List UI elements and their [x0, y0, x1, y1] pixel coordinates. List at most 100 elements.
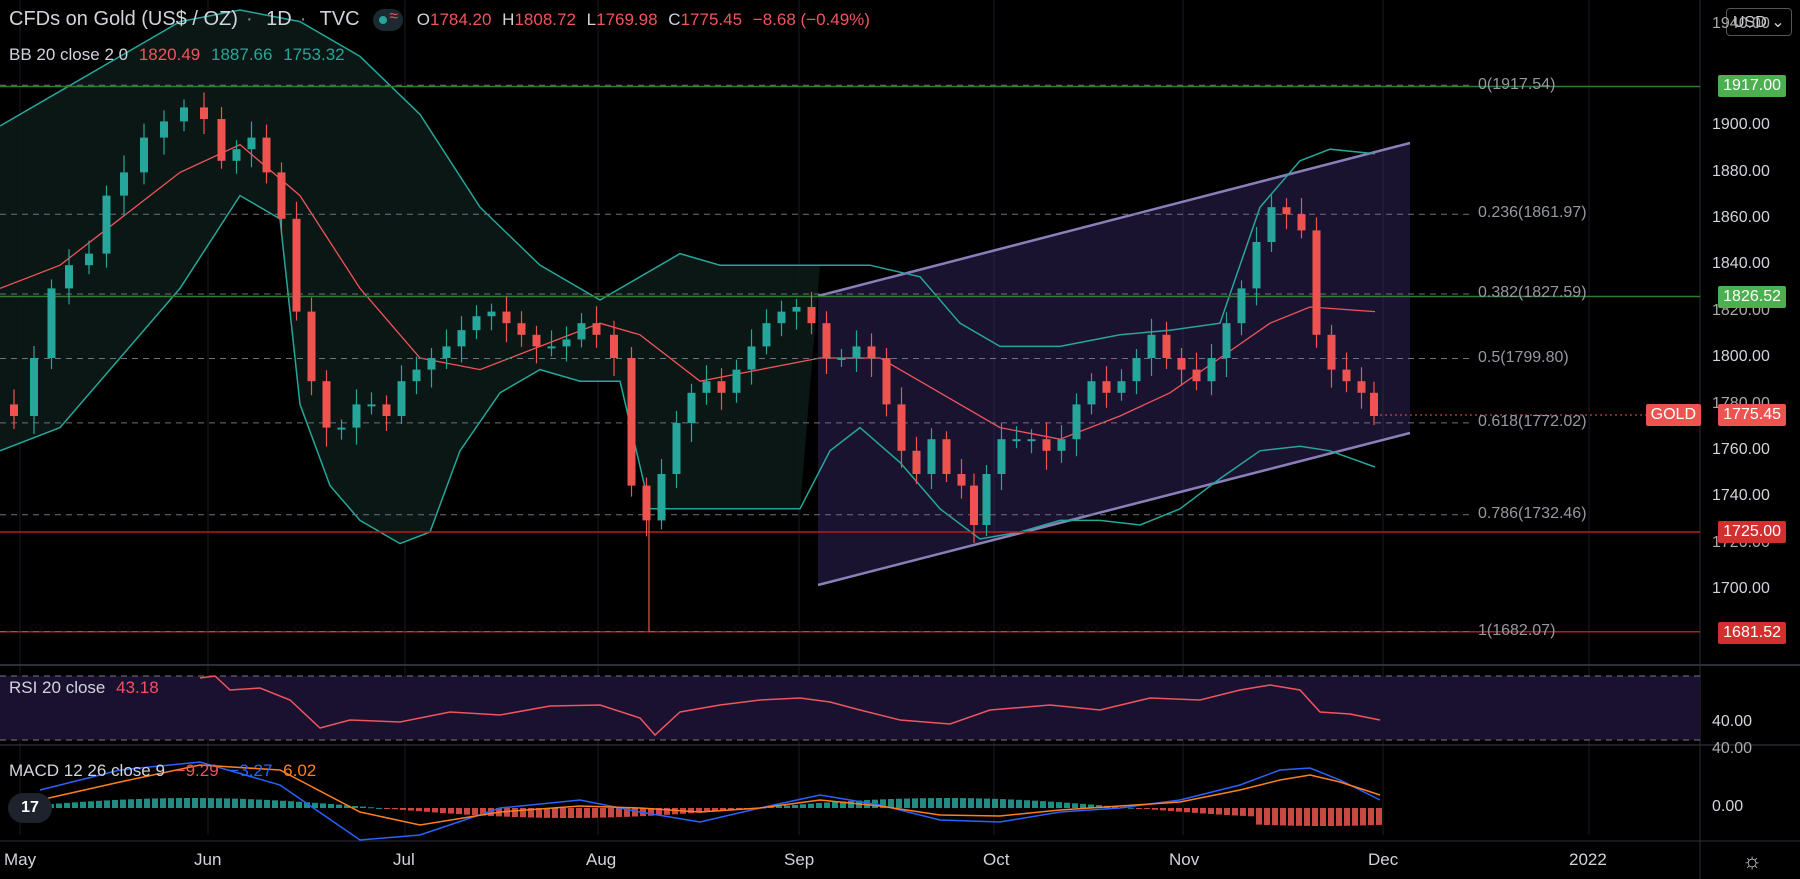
- settings-gear-icon[interactable]: ☼: [1742, 848, 1763, 873]
- macd-histogram-bar: [616, 808, 622, 818]
- fib382-price-badge: 1826.52: [1718, 286, 1786, 308]
- macd-legend[interactable]: MACD 12 26 close 9 −9.29 −3.27 6.02: [9, 761, 322, 781]
- macd-histogram-bar: [968, 798, 974, 808]
- candle-body: [777, 311, 786, 324]
- chart-header: CFDs on Gold (US$ / OZ) · 1D · TVC ≈ O1784…: [9, 8, 884, 31]
- macd-histogram-bar: [1216, 808, 1222, 815]
- candle-body: [897, 404, 906, 451]
- ohlc-values: O1784.20 H1808.72 L1769.98 C1775.45 −8.6…: [416, 10, 870, 29]
- macd-histogram-bar: [1152, 808, 1158, 810]
- candle-body: [292, 218, 301, 312]
- macd-histogram-bar: [544, 808, 550, 818]
- macd-histogram-bar: [440, 808, 446, 814]
- candle-body: [1102, 381, 1111, 393]
- time-tick: Jul: [393, 850, 415, 869]
- macd-histogram-bar: [1312, 808, 1318, 826]
- macd-histogram-bar: [984, 798, 990, 808]
- macd-histogram-bar: [904, 798, 910, 808]
- bb-upper-line: [0, 9, 1376, 348]
- bb-band-fill: [0, 10, 820, 544]
- macd-histogram-bar: [1040, 801, 1046, 808]
- candle-body: [232, 149, 241, 161]
- candle-body: [837, 358, 846, 360]
- high-value: 1808.72: [514, 10, 576, 29]
- macd-histogram-bar: [1296, 808, 1302, 826]
- macd-histogram-bar: [352, 805, 358, 808]
- bb-legend[interactable]: BB 20 close 2 0 1820.49 1887.66 1753.32: [9, 45, 351, 65]
- fib-label: 0.618(1772.02): [1478, 413, 1587, 430]
- macd-signal-value: −3.27: [229, 761, 273, 780]
- macd-histogram-bar: [896, 798, 902, 808]
- macd-histogram-bar: [112, 799, 118, 808]
- macd-histogram-bar: [304, 802, 310, 808]
- candle-body: [1267, 207, 1276, 242]
- macd-histogram-bar: [152, 798, 158, 808]
- macd-histogram-bar: [976, 798, 982, 808]
- candle-body: [982, 474, 991, 526]
- candle-body: [1177, 358, 1186, 370]
- macd-histogram-bar: [128, 799, 134, 808]
- interval-label[interactable]: 1D: [266, 8, 292, 30]
- macd-histogram-bar: [464, 808, 470, 815]
- time-tick: 2022: [1569, 850, 1607, 869]
- candle-body: [642, 485, 651, 521]
- macd-histogram-bar: [160, 798, 166, 808]
- change-value: −8.68 (−0.49%): [752, 10, 870, 29]
- candle-body: [1132, 358, 1141, 382]
- macd-histogram-bar: [704, 808, 710, 813]
- macd-histogram-bar: [336, 804, 342, 808]
- macd-histogram-bar: [136, 798, 142, 808]
- candle-body: [732, 369, 741, 393]
- tradingview-logo-icon[interactable]: 17: [8, 793, 52, 823]
- candle-body: [487, 311, 496, 317]
- macd-histogram-bar: [216, 798, 222, 808]
- macd-histogram-bar: [536, 808, 542, 818]
- macd-histogram-bar: [192, 798, 198, 808]
- macd-histogram-bar: [144, 798, 150, 808]
- rsi-legend[interactable]: RSI 20 close 43.18: [9, 678, 165, 698]
- candle-body: [247, 137, 256, 150]
- macd-histogram-bar: [512, 808, 518, 818]
- macd-histogram-bar: [1360, 808, 1366, 826]
- macd-histogram-bar: [1224, 808, 1230, 815]
- candle-body: [367, 404, 376, 407]
- macd-histogram-bar: [528, 808, 534, 818]
- candle-body: [1370, 392, 1378, 416]
- macd-histogram-bar: [408, 808, 414, 811]
- macd-histogram-bar: [1248, 808, 1254, 817]
- macd-histogram-bar: [1328, 808, 1334, 826]
- macd-histogram-bar: [432, 808, 438, 813]
- macd-histogram-bar: [1264, 808, 1270, 825]
- macd-histogram-bar: [1344, 808, 1350, 826]
- macd-histogram-bar: [632, 808, 638, 817]
- fib1-price-badge: 1681.52: [1718, 622, 1786, 644]
- macd-histogram-bar: [96, 800, 102, 808]
- macd-histogram-bar: [1288, 808, 1294, 826]
- fib-label: 0.786(1732.46): [1478, 505, 1587, 522]
- macd-histogram-bar: [184, 798, 190, 808]
- time-tick: Nov: [1169, 850, 1200, 869]
- macd-histogram-bar: [1048, 801, 1054, 808]
- macd-histogram-bar: [80, 801, 86, 808]
- macd-histogram-bar: [776, 806, 782, 808]
- candle-body: [442, 346, 451, 358]
- bb-lower-value: 1753.32: [283, 45, 345, 64]
- candle-body: [627, 358, 636, 486]
- macd-hist-value: 6.02: [283, 761, 317, 780]
- rsi-value: 43.18: [116, 678, 159, 697]
- currency-dropdown[interactable]: USD ⌄: [1726, 8, 1792, 36]
- candle-body: [1192, 369, 1201, 382]
- candle-body: [1057, 439, 1066, 451]
- candle-body: [1237, 288, 1246, 324]
- candle-body: [970, 485, 978, 526]
- macd-histogram-bar: [1352, 808, 1358, 826]
- macd-histogram-bar: [1368, 808, 1374, 826]
- candle-body: [610, 334, 618, 358]
- market-status-icon[interactable]: ≈: [373, 8, 404, 31]
- symbol-title[interactable]: CFDs on Gold (US$ / OZ): [9, 8, 238, 30]
- macd-histogram-bar: [1088, 804, 1094, 808]
- macd-histogram-bar: [1144, 808, 1150, 810]
- macd-histogram-bar: [768, 806, 774, 808]
- macd-histogram-bar: [816, 803, 822, 808]
